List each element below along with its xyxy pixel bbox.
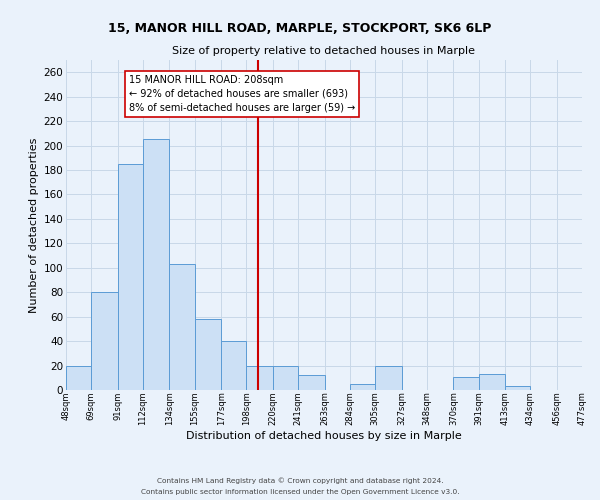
Bar [66, 366, 91, 390]
Text: Contains public sector information licensed under the Open Government Licence v3: Contains public sector information licen… [140, 489, 460, 495]
Bar [582, 386, 600, 390]
Bar [194, 319, 221, 390]
Text: 15, MANOR HILL ROAD, MARPLE, STOCKPORT, SK6 6LP: 15, MANOR HILL ROAD, MARPLE, STOCKPORT, … [109, 22, 491, 36]
Bar [118, 164, 143, 390]
Bar [169, 264, 194, 390]
Y-axis label: Number of detached properties: Number of detached properties [29, 138, 40, 312]
Bar [273, 366, 298, 390]
Bar [505, 386, 530, 390]
Bar [350, 384, 375, 390]
Text: 15 MANOR HILL ROAD: 208sqm
← 92% of detached houses are smaller (693)
8% of semi: 15 MANOR HILL ROAD: 208sqm ← 92% of deta… [128, 74, 355, 112]
Bar [479, 374, 505, 390]
Bar [91, 292, 118, 390]
Bar [143, 140, 169, 390]
Bar [221, 341, 247, 390]
Text: Contains HM Land Registry data © Crown copyright and database right 2024.: Contains HM Land Registry data © Crown c… [157, 478, 443, 484]
Bar [375, 366, 401, 390]
Bar [298, 376, 325, 390]
Bar [247, 366, 273, 390]
Title: Size of property relative to detached houses in Marple: Size of property relative to detached ho… [173, 46, 476, 56]
Bar [454, 376, 479, 390]
X-axis label: Distribution of detached houses by size in Marple: Distribution of detached houses by size … [186, 431, 462, 441]
